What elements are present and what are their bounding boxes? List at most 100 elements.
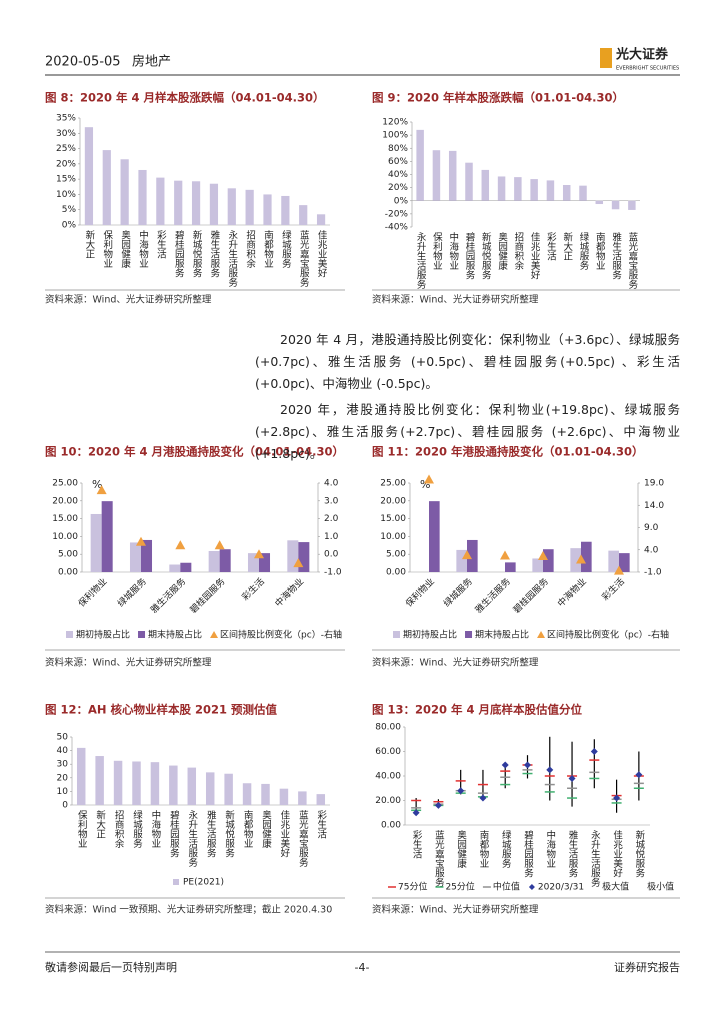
y2-tick-label: -1.0 [324, 568, 342, 578]
y-tick-label: 20 [57, 773, 69, 783]
bar [156, 177, 165, 225]
y2-tick-label: 19.0 [644, 479, 664, 489]
x-tick-label: 保利物业 [403, 575, 437, 609]
legend-label: 2020/3/31 [538, 883, 584, 893]
diamond-marker [590, 748, 598, 755]
date: 2020-05-05 [45, 55, 121, 70]
y-tick-label: 5% [62, 205, 77, 215]
x-tick-label: 招商积余 [512, 231, 524, 271]
bar [562, 185, 571, 201]
y-tick-label: -20% [385, 209, 409, 219]
source: 资料来源：Wind、光大证券研究所整理 [372, 657, 539, 669]
y-tick-label: 40.00 [375, 772, 401, 782]
x-tick-label: 中海物业 [272, 575, 306, 609]
x-tick-label: 雅生活服务 [567, 829, 579, 878]
x-tick-label: 蓝光嘉宝服务 [297, 809, 309, 868]
x-tick-label: 碧桂园服务 [168, 809, 180, 858]
bar [316, 794, 326, 805]
y-tick-label: 0% [62, 221, 77, 231]
legend-swatch [465, 631, 473, 638]
y-tick-label: 5.00 [58, 550, 78, 560]
x-tick-label: 保利物业 [76, 575, 110, 609]
figure-title: 图 9：2020 年样本股涨跌幅（01.01-04.30） [372, 91, 624, 105]
x-tick-label: 彩生活 [155, 230, 167, 259]
y-tick-label: 15.00 [52, 514, 78, 524]
legend-swatch [66, 631, 73, 638]
y-tick-label: 0.00 [58, 568, 78, 578]
diamond-marker [568, 774, 576, 782]
bar [281, 195, 290, 225]
bar [299, 205, 308, 225]
bar [141, 539, 153, 572]
legend-marker [210, 631, 219, 638]
bar [416, 129, 424, 201]
bar [543, 549, 554, 572]
diamond-marker [501, 761, 509, 769]
figure-title: 图 12：AH 核心物业样本股 2021 预测估值 [45, 703, 278, 717]
y2-tick-label: 4.0 [644, 545, 659, 555]
y2-tick-label: 1.0 [324, 532, 339, 542]
legend-swatch [173, 879, 179, 885]
bar [287, 540, 299, 572]
legend-label: PE(2021) [183, 878, 224, 888]
source: 资料来源：Wind、光大证券研究所整理 [45, 294, 212, 306]
y-tick-label: 20.00 [375, 796, 401, 806]
bar [611, 200, 620, 210]
bar [481, 169, 490, 201]
x-tick-label: 碧桂园服务 [464, 231, 476, 280]
x-tick-label: 绿城服务 [280, 229, 292, 269]
y-tick-label: 10% [56, 190, 76, 200]
bar [505, 562, 516, 572]
x-tick-label: 奥园健康 [455, 829, 467, 868]
y-tick-label: 80% [388, 144, 408, 154]
bar [465, 162, 473, 201]
footer-left: 敬请参阅最后一页特别声明 [45, 960, 177, 974]
triangle-marker [214, 540, 225, 550]
y2-tick-label: 2.0 [324, 514, 339, 524]
bar [150, 762, 160, 805]
legend-swatch [393, 631, 400, 638]
x-tick-label: 奥园健康 [119, 229, 131, 268]
bar [298, 542, 310, 572]
figure-title: 图 10：2020 年 4 月港股通持股变化（04.01-04.30） [45, 445, 344, 459]
x-tick-label: 绿城服务 [115, 575, 149, 609]
x-tick-label: 中海物业 [555, 575, 589, 609]
bar [129, 542, 141, 572]
x-tick-label: 奥园健康 [496, 231, 508, 270]
triangle-marker [462, 550, 472, 560]
bar [628, 200, 636, 210]
y-tick-label: 20.00 [52, 496, 78, 506]
x-tick-label: 绿城服务 [131, 809, 143, 849]
x-tick-label: 保利物业 [76, 809, 88, 848]
bar [245, 189, 254, 225]
bar [224, 773, 233, 805]
legend-label: 期末持股占比 [148, 629, 202, 641]
y2-tick-label: 9.0 [644, 523, 659, 533]
x-tick-label: 保利物业 [431, 231, 443, 270]
bar [101, 501, 113, 572]
y-tick-label: 60.00 [375, 747, 401, 757]
legend-label: 期初持股占比 [403, 629, 457, 641]
bar [219, 549, 231, 572]
legend-marker [528, 884, 535, 890]
logo: 光大证券 [615, 47, 669, 63]
bar [180, 562, 192, 572]
bar [169, 564, 181, 572]
y-tick-label: 25% [56, 144, 76, 154]
x-tick-label: 南都物业 [242, 809, 254, 848]
x-tick-label: 中海物业 [544, 829, 556, 868]
bar [84, 127, 94, 225]
y-tick-label: 20.00 [380, 496, 406, 506]
bar [263, 194, 272, 225]
y-tick-label: 80.00 [375, 723, 401, 733]
y-tick-label: 30 [57, 760, 69, 770]
x-tick-label: 雅生活服务 [148, 575, 188, 615]
bar [209, 183, 219, 225]
y-tick-label: 25.00 [52, 479, 78, 489]
y-tick-label: 0.00 [386, 568, 406, 578]
bar [546, 180, 555, 201]
x-tick-label: 新城悦服务 [191, 229, 203, 278]
logo-icon [600, 48, 612, 68]
bar [259, 553, 271, 572]
